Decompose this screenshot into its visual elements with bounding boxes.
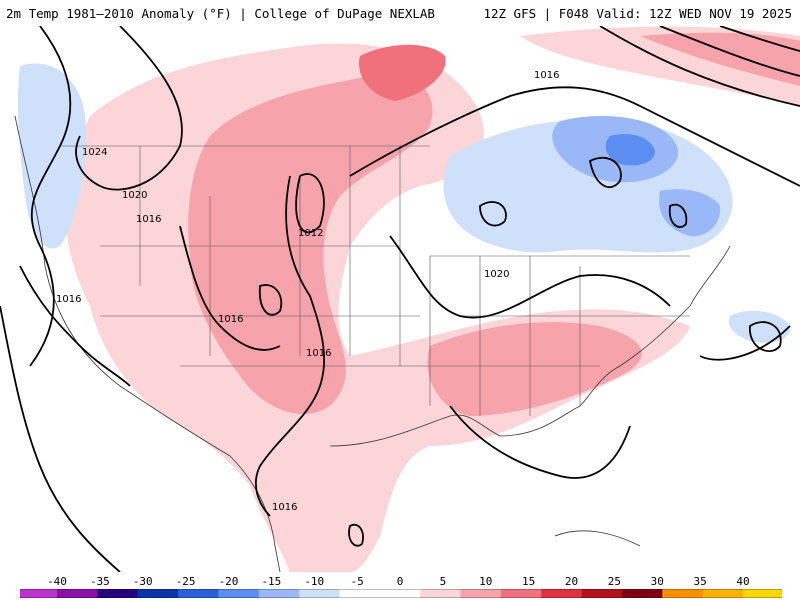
isobar-label-group: 1016 1024 1020 1016 1012 1016 1016 1016 … <box>56 70 559 513</box>
colorbar-segment <box>702 589 744 598</box>
warm-anomaly-south <box>427 322 642 416</box>
isobar-label: 1016 <box>534 70 559 81</box>
colorbar-segment <box>218 589 260 598</box>
colorbar-tick-label: 15 <box>522 575 536 588</box>
colorbar-segment <box>97 589 139 598</box>
colorbar-segment <box>500 589 542 598</box>
isobar-label: 1016 <box>218 314 243 325</box>
colorbar-tick-label: 0 <box>396 575 404 588</box>
anomaly-map: 1016 1024 1020 1016 1012 1016 1016 1016 … <box>0 26 800 572</box>
colorbar-segment <box>379 589 421 598</box>
colorbar-tick-label: -10 <box>304 575 325 588</box>
colorbar-tick-label: 25 <box>607 575 621 588</box>
colorbar-segment <box>299 589 340 598</box>
state-borders <box>60 145 690 416</box>
colorbar-segment <box>460 589 502 598</box>
colorbar-segment <box>621 589 663 598</box>
isobar-label: 1016 <box>306 348 331 359</box>
isobar-label: 1016 <box>136 214 161 225</box>
colorbar-tick-label: -30 <box>132 575 153 588</box>
colorbar-tick-label: -40 <box>47 575 67 588</box>
colorbar-segment <box>20 589 58 598</box>
colorbar-tick-label: 35 <box>693 575 707 588</box>
cold-anomaly-lakes-peak <box>605 134 655 166</box>
colorbar-tick-label: -25 <box>175 575 196 588</box>
isobars <box>0 26 800 572</box>
colorbar-segment <box>339 589 381 598</box>
cold-anomaly-atlantic <box>728 310 791 343</box>
cold-anomaly-pacific-nw <box>17 63 86 249</box>
map-title: 2m Temp 1981–2010 Anomaly (°F) | College… <box>6 6 435 21</box>
isobar-label: 1016 <box>56 294 81 305</box>
colorbar-tick-label: -15 <box>261 575 282 588</box>
colorbar-segment <box>743 589 782 598</box>
map-canvas: 1016 1024 1020 1016 1012 1016 1016 1016 … <box>0 26 800 572</box>
isobar-label: 1024 <box>82 147 107 158</box>
colorbar-tick-label: -5 <box>350 575 364 588</box>
colorbar-segment <box>137 589 179 598</box>
colorbar-segment <box>178 589 219 598</box>
colorbar-tick-label: 5 <box>439 575 447 588</box>
colorbar-segment <box>420 589 462 598</box>
colorbar-scale <box>20 589 782 598</box>
warm-anomaly-north-peak <box>359 44 446 101</box>
warm-anomaly-ne-core <box>640 32 800 86</box>
isobar-label: 1016 <box>272 502 297 513</box>
colorbar: -40 -35 -30 -25 -20 -15 -10 -5 0 5 10 15 20 25 30 35 40 <box>0 572 800 600</box>
isobar-label: 1020 <box>484 269 509 280</box>
header: 2m Temp 1981–2010 Anomaly (°F) | College… <box>0 0 800 26</box>
model-run-info: 12Z GFS | F048 Valid: 12Z WED NOV 19 202… <box>483 6 792 21</box>
colorbar-tick-label: 10 <box>479 575 493 588</box>
colorbar-segment <box>258 589 300 598</box>
colorbar-tick-label: 20 <box>564 575 579 588</box>
warm-anomaly-core <box>188 74 433 415</box>
coastlines <box>14 115 731 572</box>
colorbar-tick-label: 40 <box>736 575 750 588</box>
colorbar-segment <box>662 589 704 598</box>
colorbar-segment <box>57 589 98 598</box>
isobar-label: 1012 <box>298 228 323 239</box>
colorbar-segment <box>581 589 623 598</box>
colorbar-segment <box>541 589 583 598</box>
colorbar-tick-label: -20 <box>218 575 239 588</box>
colorbar-tick-label: -35 <box>89 575 110 588</box>
isobar-label: 1020 <box>122 190 147 201</box>
colorbar-tick-label: 30 <box>650 575 664 588</box>
